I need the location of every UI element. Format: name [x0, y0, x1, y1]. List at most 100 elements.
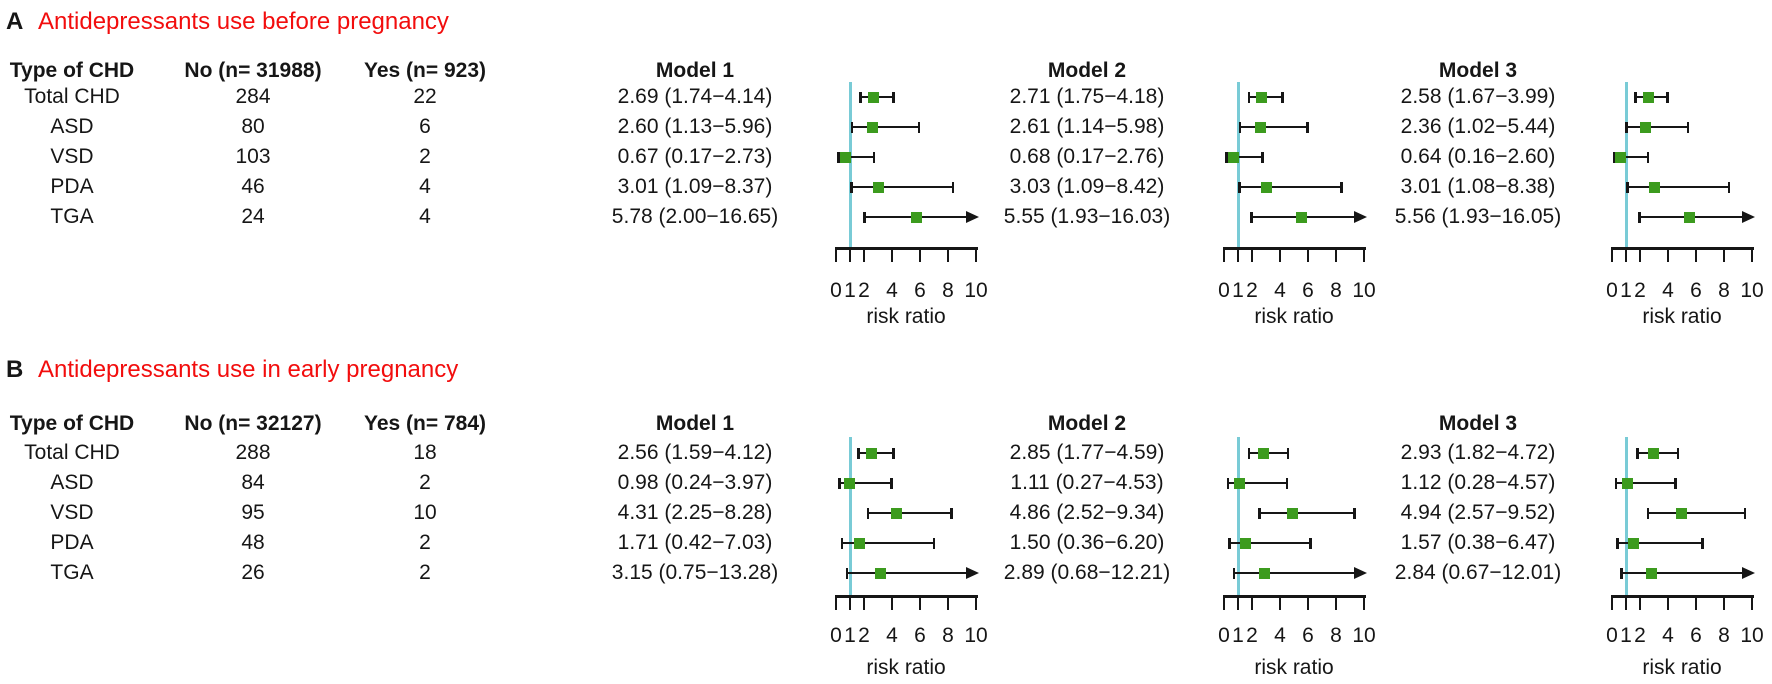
ci-cap-left: [1258, 507, 1261, 519]
ci-whisker: [1229, 541, 1311, 545]
ci-cap-right: [872, 151, 876, 163]
col-header-no: No (n= 31988): [184, 59, 322, 82]
ci-whisker: [1614, 155, 1649, 159]
panel-a-heading: Antidepressants use before pregnancy: [38, 8, 449, 35]
axis-tick: [1278, 247, 1282, 262]
reference-line: [1624, 82, 1628, 250]
row-model-3-estimate: 5.56 (1.93−16.05): [1394, 205, 1562, 228]
axis-tick: [1334, 247, 1338, 262]
ci-cap-left: [837, 151, 840, 163]
axis-tick: [1306, 247, 1310, 262]
axis-tick-label: 8: [1718, 624, 1730, 647]
row-model-1-estimate: 4.31 (2.25−8.28): [617, 501, 773, 524]
axis-tick-label: 10: [964, 624, 988, 647]
axis-tick: [890, 595, 894, 610]
axis-tick: [1624, 595, 1628, 610]
panel-b-heading: Antidepressants use in early pregnancy: [38, 356, 459, 383]
row-model-2-estimate: 3.03 (1.09−8.42): [1009, 175, 1165, 198]
row-model-3-estimate: 2.84 (0.67−12.01): [1394, 561, 1562, 584]
point-estimate-marker: [1255, 121, 1267, 133]
axis-tick-label: 0: [830, 624, 842, 647]
ci-whisker: [1617, 541, 1703, 545]
axis-tick: [918, 247, 922, 262]
ci-whisker: [851, 185, 954, 189]
col-header-yes: Yes (n= 784): [364, 412, 486, 435]
row-model-1-estimate: 2.60 (1.13−5.96): [617, 115, 773, 138]
ci-cap-right: [1676, 447, 1680, 459]
ci-cap-right: [1281, 91, 1284, 103]
reference-line: [848, 82, 852, 250]
axis-tick-label: 1: [844, 624, 856, 647]
row-model-1-estimate: 5.78 (2.00−16.65): [611, 205, 779, 228]
axis-tick-label: 4: [886, 279, 898, 302]
ci-cap-right: [951, 181, 955, 193]
point-estimate-marker: [1646, 567, 1658, 579]
ci-cap-right: [1701, 537, 1704, 549]
ci-whisker: [867, 511, 952, 515]
ci-whisker: [838, 155, 875, 159]
axis-label: risk ratio: [1254, 305, 1334, 328]
axis-tick: [848, 247, 852, 262]
ci-cap-left: [838, 477, 841, 489]
ci-cap-right: [1646, 151, 1650, 163]
row-chd-label: VSD: [50, 145, 94, 168]
reference-line: [1236, 437, 1240, 598]
row-no-count: 26: [241, 561, 265, 584]
ci-cap-left: [1238, 121, 1242, 133]
axis-tick-label: 8: [942, 279, 954, 302]
axis-tick-label: 0: [1218, 279, 1230, 302]
row-yes-count: 2: [419, 531, 431, 554]
ci-cap-left: [857, 447, 860, 459]
point-estimate-marker: [1256, 91, 1268, 103]
col-header-model-1: Model 1: [655, 59, 735, 82]
axis-tick: [1362, 247, 1366, 262]
axis-tick-label: 0: [1218, 624, 1230, 647]
ci-cap-left: [1646, 507, 1650, 519]
ci-whisker: [1226, 155, 1263, 159]
row-no-count: 103: [235, 145, 271, 168]
col-header-type-of-chd: Type of CHD: [9, 412, 135, 435]
ci-cap-right: [1686, 121, 1690, 133]
point-estimate-marker: [1642, 91, 1654, 103]
row-chd-label: TGA: [50, 205, 94, 228]
reference-line: [1624, 437, 1628, 598]
row-chd-label: ASD: [50, 115, 94, 138]
ci-cap-right: [1285, 477, 1289, 489]
ci-cap-left: [1614, 477, 1618, 489]
ci-whisker: [839, 481, 892, 485]
reference-line: [848, 437, 852, 598]
axis-tick: [1610, 247, 1614, 262]
ci-cap-right: [1340, 181, 1343, 193]
axis-line: [1610, 595, 1754, 598]
point-estimate-marker: [1647, 447, 1659, 459]
ci-arrow-right-icon: [966, 211, 979, 223]
axis-tick: [1750, 595, 1754, 610]
ci-cap-left: [859, 91, 862, 103]
point-estimate-marker: [844, 477, 856, 489]
point-estimate-marker: [890, 507, 902, 519]
axis-line: [834, 247, 978, 250]
row-model-2-estimate: 1.50 (0.36−6.20): [1009, 531, 1165, 554]
row-yes-count: 10: [413, 501, 437, 524]
ci-cap-left: [1250, 211, 1253, 223]
point-estimate-marker: [1639, 121, 1651, 133]
axis-tick: [848, 595, 852, 610]
axis-line: [1222, 247, 1366, 250]
axis-tick: [1334, 595, 1338, 610]
row-model-2-estimate: 2.71 (1.75−4.18): [1009, 85, 1165, 108]
point-estimate-marker: [866, 447, 878, 459]
axis-tick: [1694, 595, 1698, 610]
axis-tick: [1722, 247, 1726, 262]
axis-tick-label: 10: [1352, 279, 1376, 302]
ci-cap-right: [1727, 181, 1731, 193]
row-yes-count: 18: [413, 441, 437, 464]
row-model-1-estimate: 0.98 (0.24−3.97): [617, 471, 773, 494]
ci-cap-left: [850, 181, 853, 193]
row-no-count: 284: [235, 85, 271, 108]
ci-whisker: [1259, 511, 1355, 515]
axis-tick-label: 2: [858, 279, 870, 302]
axis-tick-label: 1: [844, 279, 856, 302]
ci-whisker: [1615, 481, 1676, 485]
row-model-1-estimate: 3.15 (0.75−13.28): [611, 561, 779, 584]
axis-tick: [1666, 247, 1670, 262]
